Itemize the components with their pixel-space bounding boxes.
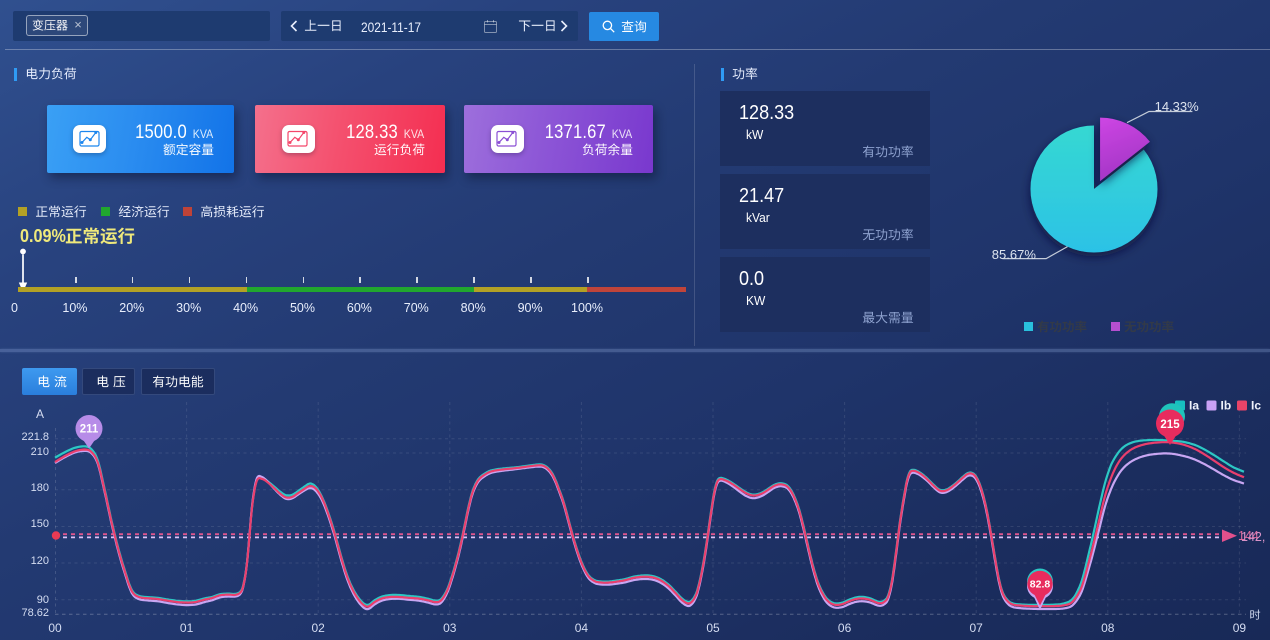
svg-text:211: 211 (80, 424, 99, 436)
svg-text:Ic: Ic (1251, 399, 1261, 413)
svg-text:Ib: Ib (1221, 399, 1232, 413)
svg-text:215: 215 (1160, 419, 1180, 431)
svg-text:142,: 142, (1241, 530, 1265, 544)
svg-text:144: 144 (1238, 529, 1259, 543)
svg-text:Ia: Ia (1189, 399, 1199, 413)
svg-text:82.8: 82.8 (1030, 579, 1051, 591)
